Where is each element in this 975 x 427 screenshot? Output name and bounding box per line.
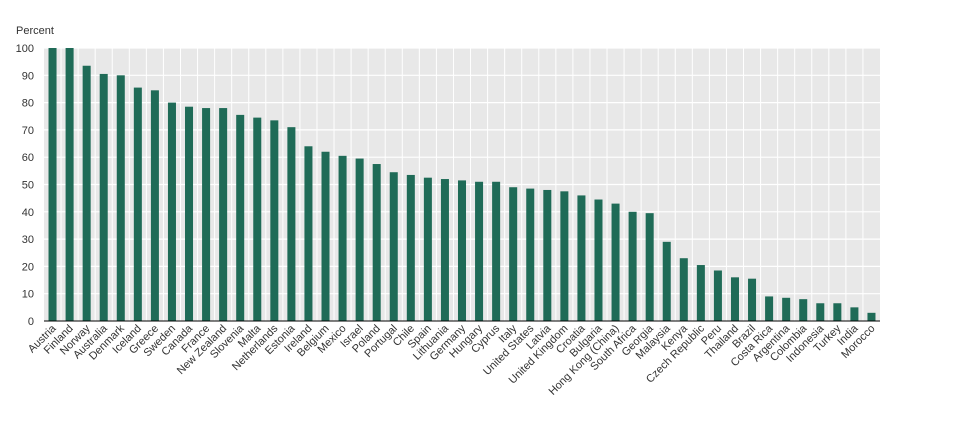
y-tick-label: 60: [22, 152, 34, 164]
y-tick-label: 30: [22, 234, 34, 246]
bar: [713, 270, 722, 321]
bar: [833, 303, 842, 321]
bar: [850, 307, 859, 321]
bar: [457, 180, 467, 321]
bar: [423, 177, 432, 321]
bar: [543, 189, 552, 321]
bar: [730, 277, 739, 321]
bar: [99, 73, 108, 321]
bar: [253, 117, 262, 322]
bar: [628, 211, 637, 321]
bar: [765, 296, 774, 321]
bar: [48, 48, 57, 321]
y-tick-label: 90: [22, 70, 34, 82]
y-tick-label: 10: [22, 289, 34, 301]
y-tick-label: 0: [28, 316, 34, 328]
bar: [577, 195, 586, 321]
bar: [202, 108, 211, 321]
bar: [355, 158, 364, 321]
bar: [321, 151, 330, 321]
y-tick-label: 40: [22, 207, 34, 219]
bar: [287, 127, 296, 321]
bar: [116, 75, 125, 321]
y-tick-label: 50: [22, 180, 34, 192]
y-tick-label: 80: [22, 98, 34, 110]
bar: [509, 187, 518, 321]
bar: [304, 146, 313, 321]
bar: [594, 199, 603, 321]
bar: [270, 120, 279, 321]
bar: [338, 155, 347, 321]
plot-area: 0102030405060708090100AustriaFinlandNorw…: [16, 43, 880, 398]
y-tick-label: 100: [16, 43, 34, 55]
bar: [133, 87, 142, 322]
bar: [65, 48, 74, 321]
bar: [679, 258, 688, 321]
bar: [406, 174, 415, 321]
bar: [219, 108, 228, 321]
y-tick-label: 20: [22, 261, 34, 273]
bar: [389, 172, 398, 321]
bar: [611, 203, 620, 321]
bar: [185, 106, 194, 321]
bar: [372, 164, 381, 321]
bar: [475, 181, 484, 321]
bar: [526, 188, 535, 321]
bar: [150, 90, 159, 321]
bar: [816, 303, 825, 321]
y-tick-label: 70: [22, 125, 34, 137]
bar: [696, 265, 705, 321]
bar: [782, 297, 791, 321]
bar: [492, 181, 501, 321]
bar: [440, 179, 449, 321]
bar: [167, 102, 176, 321]
bar: [748, 278, 757, 321]
bar: [662, 241, 671, 321]
bar: [236, 114, 245, 321]
bar: [82, 65, 91, 322]
bar: [560, 191, 569, 321]
y-axis-label: Percent: [16, 25, 54, 37]
bar: [645, 213, 654, 321]
bar: [799, 299, 808, 321]
bar: [867, 312, 876, 321]
